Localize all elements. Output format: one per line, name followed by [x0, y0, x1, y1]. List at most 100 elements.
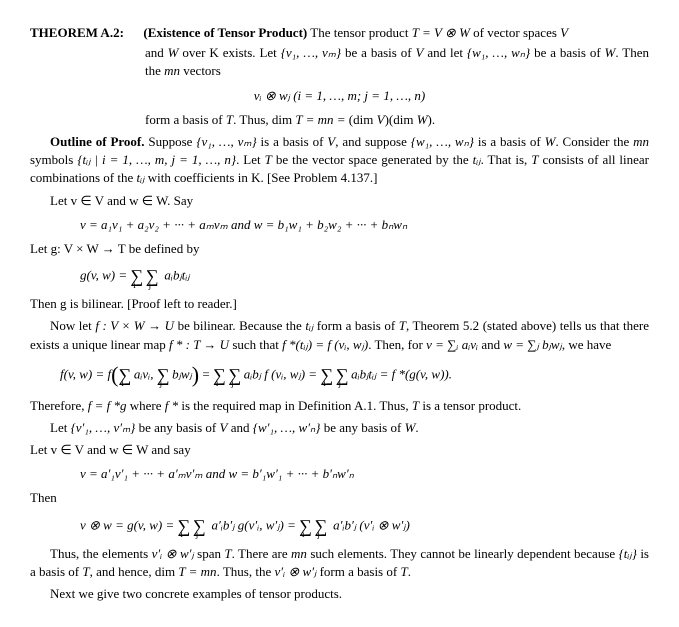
text: Now let [50, 318, 95, 333]
math: T [531, 152, 538, 167]
sum-index-i: i [323, 378, 326, 388]
math: T [400, 564, 407, 579]
text: is a basis of [474, 134, 545, 149]
text: Suppose [145, 134, 197, 149]
text: with coefficients in K. [See Problem 4.1… [144, 170, 377, 185]
math: {tᵢⱼ | i = 1, …, m, j = 1, …, n} [77, 152, 236, 167]
therefore-line: Therefore, f = f *g where f * is the req… [30, 397, 649, 415]
then-line: Then [30, 489, 649, 507]
math: W [417, 112, 428, 127]
let-vw-line: Let v ∈ V and w ∈ W. Say [30, 192, 649, 210]
sum-index-j: j [339, 378, 342, 388]
equation-vw-expansion: v = a₁v₁ + a₂v₂ + ··· + aₘvₘ and w = b₁w… [80, 216, 649, 234]
text: (dim [346, 112, 377, 127]
math: a′ᵢb′ⱼ (v′ᵢ ⊗ w′ⱼ) [333, 517, 410, 532]
math: T = mn = [295, 112, 345, 127]
let-vw2: Let v ∈ V and w ∈ W and say [30, 441, 649, 459]
math: a′ᵢb′ⱼ g(v′ᵢ, w′ⱼ) = [211, 517, 295, 532]
math: W [405, 420, 416, 435]
sum-index-j: j [160, 378, 163, 388]
math: T = mn [178, 564, 216, 579]
text: . That is, [481, 152, 532, 167]
text: and [145, 45, 168, 60]
math: f * [165, 398, 178, 413]
text: Next we give two concrete examples of te… [50, 586, 342, 601]
math: aᵢbⱼ f (vᵢ, wⱼ) = [244, 366, 317, 381]
math: v = ∑ᵢ aᵢvᵢ [426, 337, 478, 352]
text: . There are [232, 546, 291, 561]
math: f *(tᵢⱼ) = f (vᵢ, wⱼ) [282, 337, 368, 352]
text: . [415, 420, 418, 435]
text: Thus, the elements [50, 546, 152, 561]
now-let-f: Now let f : V × W → U be bilinear. Becau… [30, 317, 649, 353]
text: and [227, 420, 252, 435]
math: T [224, 546, 231, 561]
text: of vector spaces [470, 25, 560, 40]
sum-index-i: i [180, 529, 183, 539]
text: Therefore, [30, 398, 88, 413]
text: be any basis of [135, 420, 219, 435]
text: . Let [236, 152, 265, 167]
theorem-label: THEOREM A.2: [30, 25, 124, 40]
sum-icon: ∑ [157, 365, 170, 385]
text: Then [30, 490, 57, 505]
math: {w₁, …, wₙ} [411, 134, 474, 149]
text: . Consider the [555, 134, 633, 149]
text: such elements. They cannot be linearly d… [307, 546, 619, 561]
equation-tensor-expansion: v ⊗ w = g(v, w) = ∑i∑j a′ᵢb′ⱼ g(v′ᵢ, w′ⱼ… [80, 514, 649, 539]
sum-index-j: j [196, 529, 199, 539]
math: W [545, 134, 556, 149]
text: Let v ∈ V and w ∈ W. Say [50, 193, 193, 208]
text: is a basis of [257, 134, 328, 149]
sum-index-j: j [317, 529, 320, 539]
thus-span: Thus, the elements v′ᵢ ⊗ w′ⱼ span T. The… [30, 545, 649, 581]
math: V [560, 25, 568, 40]
text: span [194, 546, 225, 561]
text: . Thus, the [217, 564, 275, 579]
text: Let [50, 420, 71, 435]
math: W [168, 45, 179, 60]
text: )(dim [385, 112, 417, 127]
text: form a basis of [316, 564, 400, 579]
outline-label: Outline of Proof. [50, 134, 145, 149]
equation-vw-prime: v = a′₁v′₁ + ··· + a′ₘv′ₘ and w = b′₁w′₁… [80, 465, 649, 483]
sum-index-i: i [302, 529, 305, 539]
math: V [377, 112, 385, 127]
proof-outline-p1: Outline of Proof. Suppose {v₁, …, vₘ} is… [30, 133, 649, 188]
math: v = a₁v₁ + a₂v₂ + ··· + aₘvₘ and w = b₁w… [80, 217, 407, 232]
math: tᵢⱼ [473, 152, 481, 167]
text: be a basis of [530, 45, 604, 60]
math: f * : T → U [169, 337, 229, 352]
text: . Thus, dim [233, 112, 295, 127]
math: bⱼwⱼ [172, 366, 192, 381]
equation-f-expansion: f(v, w) = f(∑iaᵢvᵢ, ∑jbⱼwⱼ) = ∑i∑jaᵢbⱼ f… [60, 360, 649, 391]
let-g-line: Let g: V × W → T be defined by [30, 240, 649, 258]
sum-index-i: i [216, 378, 219, 388]
text: be any basis of [320, 420, 404, 435]
sum-icon: ∑ [193, 516, 206, 536]
math: aᵢbⱼtᵢⱼ = f *(g(v, w)). [351, 366, 452, 381]
math: v = a′₁v′₁ + ··· + a′ₘv′ₘ and w = b′₁w′₁… [80, 466, 354, 481]
equation-basis-vectors: vᵢ ⊗ wⱼ (i = 1, …, m; j = 1, …, n) [30, 87, 649, 105]
theorem-title: (Existence of Tensor Product) [143, 25, 307, 40]
text: Then g is bilinear. [Proof left to reade… [30, 296, 237, 311]
math: T [399, 318, 406, 333]
math-rhs: aᵢbⱼtᵢⱼ [164, 268, 189, 283]
rparen-icon: ) [192, 362, 199, 387]
text: and let [423, 45, 466, 60]
sum-index-i: i [121, 378, 124, 388]
text: is a tensor product. [419, 398, 521, 413]
text: is the required map in Definition A.1. T… [178, 398, 412, 413]
sum-index-j: j [231, 378, 234, 388]
text: The tensor product [307, 25, 411, 40]
math: {v₁, …, vₘ} [196, 134, 256, 149]
text: be the vector space generated by the [272, 152, 473, 167]
text: and [478, 337, 503, 352]
text: where [127, 398, 165, 413]
math: f : V × W → U [95, 318, 174, 333]
math: f = f *g [88, 398, 127, 413]
then-g-bilinear: Then g is bilinear. [Proof left to reade… [30, 295, 649, 313]
sum-icon: ∑ [213, 365, 226, 385]
text: be a basis of [341, 45, 415, 60]
math: mn [164, 63, 180, 78]
